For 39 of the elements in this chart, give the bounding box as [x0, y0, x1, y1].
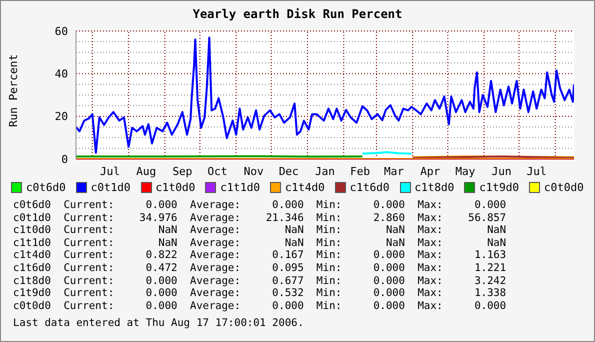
x-tick-label: Feb — [350, 164, 370, 178]
text: c1t0d0 Current: NaN Average: NaN Min: NaN Max: NaN — [13, 224, 508, 237]
y-tick-label: 20 — [54, 110, 68, 124]
x-tick-label: Jul — [100, 164, 120, 178]
x-tick-label: Sep — [172, 164, 192, 178]
legend-label: c0t0d0 — [543, 181, 584, 194]
text: c1t9d0 Current: 0.000 Average: 0.532 Min: 0.000 Max: 1.338 — [13, 287, 508, 300]
x-tick-label: Dec — [278, 164, 299, 178]
legend-label: c1t1d0 — [219, 181, 260, 194]
text: c0t0d0 Current: 0.000 Average: 0.000 Min: 0.000 Max: 0.000 — [13, 300, 508, 312]
legend-label: c1t9d0 — [478, 181, 519, 194]
text: c0t1d0 Current: 34.976 Average: 21.346 Min: 2.860 Max: 56.857 — [13, 212, 508, 224]
x-tick-label: Mar — [384, 164, 404, 178]
x-tick-label: May — [455, 164, 476, 178]
legend-label: c1t8d0 — [414, 181, 454, 194]
y-tick-label: 60 — [54, 24, 68, 38]
legend-label: c0t1d0 — [90, 181, 130, 194]
chart-title: Yearly earth Disk Run Percent — [192, 7, 404, 23]
x-tick-label: Nov — [244, 164, 264, 178]
x-tick-label: Jul — [526, 164, 547, 178]
legend-label: c1t0d0 — [154, 181, 196, 194]
text: Last data entered at Thu Aug 17 17:00:01 2006. — [13, 317, 305, 330]
text: c1t1d0 Current: NaN Average: NaN Min: NaN Max: NaN — [13, 236, 508, 250]
x-tick-label: Aug — [136, 164, 156, 178]
text: c1t6d0 Current: 0.472 Average: 0.095 Min: 0.000 Max: 1.221 — [13, 262, 508, 275]
y-axis-title: Run Percent — [7, 54, 20, 130]
text: c1t8d0 Current: 0.000 Average: 0.677 Min: 0.000 Max: 3.242 — [13, 274, 508, 288]
x-tick-label: Jan — [315, 164, 335, 178]
x-tick-label: Oct — [208, 164, 228, 178]
legend-label: c1t4d0 — [284, 181, 325, 194]
x-tick-label: Apr — [420, 164, 441, 178]
text: c0t6d0 Current: 0.000 Average: 0.000 Min: 0.000 Max: 0.000 — [13, 199, 508, 212]
x-tick-label: Jun — [492, 164, 512, 178]
line-series — [76, 36, 574, 154]
y-tick-label: 0 — [61, 152, 68, 166]
y-tick-label: 40 — [54, 68, 68, 81]
legend-label: c0t6d0 — [25, 181, 66, 194]
legend-label: c1t6d0 — [348, 181, 390, 194]
text: c1t4d0 Current: 0.822 Average: 0.167 Min: 0.000 Max: 1.163 — [13, 249, 508, 262]
